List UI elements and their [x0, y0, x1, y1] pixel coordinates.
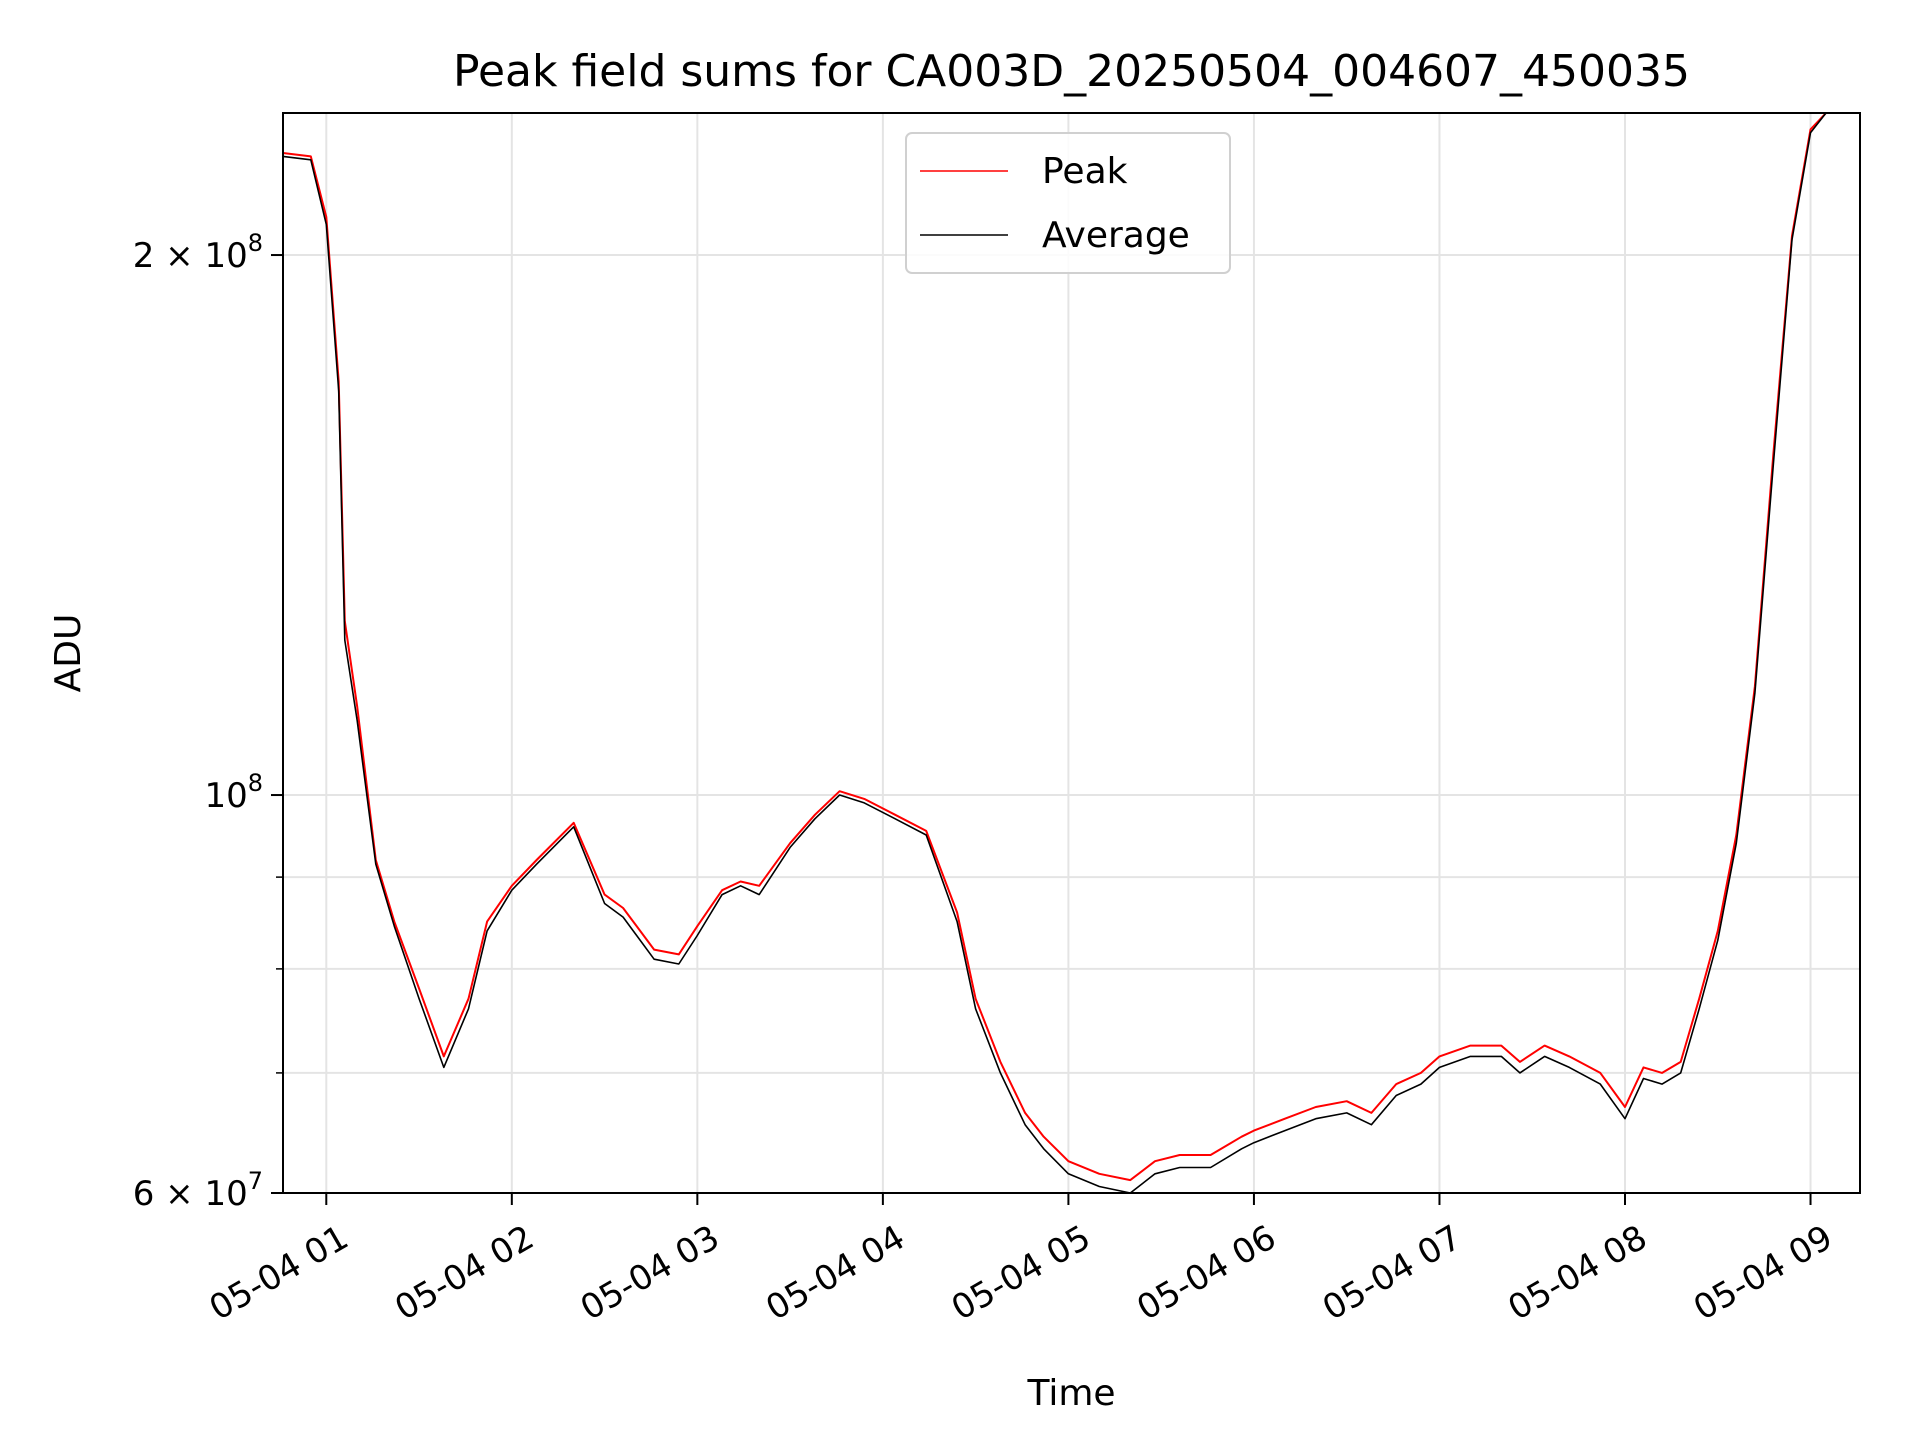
y-tick-base: 2 × 10: [133, 236, 248, 276]
y-tick-base: 10: [204, 776, 247, 816]
legend-label-average: Average: [1042, 215, 1190, 256]
y-tick-base: 6 × 10: [133, 1174, 248, 1214]
y-tick-exponent: 8: [248, 769, 263, 797]
legend-box: [905, 132, 1231, 274]
legend-label-peak: Peak: [1042, 151, 1128, 192]
x-axis-label: Time: [1026, 1373, 1115, 1414]
y-tick-label: 2 × 108: [133, 229, 263, 276]
y-tick-label: 6 × 107: [133, 1167, 263, 1214]
y-tick-exponent: 8: [248, 229, 263, 257]
plot-frame: [282, 112, 1861, 1194]
series-layer: [282, 112, 1827, 1194]
legend: Peak Average: [905, 132, 1231, 274]
y-axis-label: ADU: [48, 614, 89, 693]
y-tick-label: 108: [204, 769, 263, 816]
series-line-peak: [282, 112, 1827, 1182]
chart-title: Peak field sums for CA003D_20250504_0046…: [453, 46, 1690, 97]
series-line-average: [282, 112, 1827, 1194]
y-tick-exponent: 7: [248, 1167, 263, 1195]
